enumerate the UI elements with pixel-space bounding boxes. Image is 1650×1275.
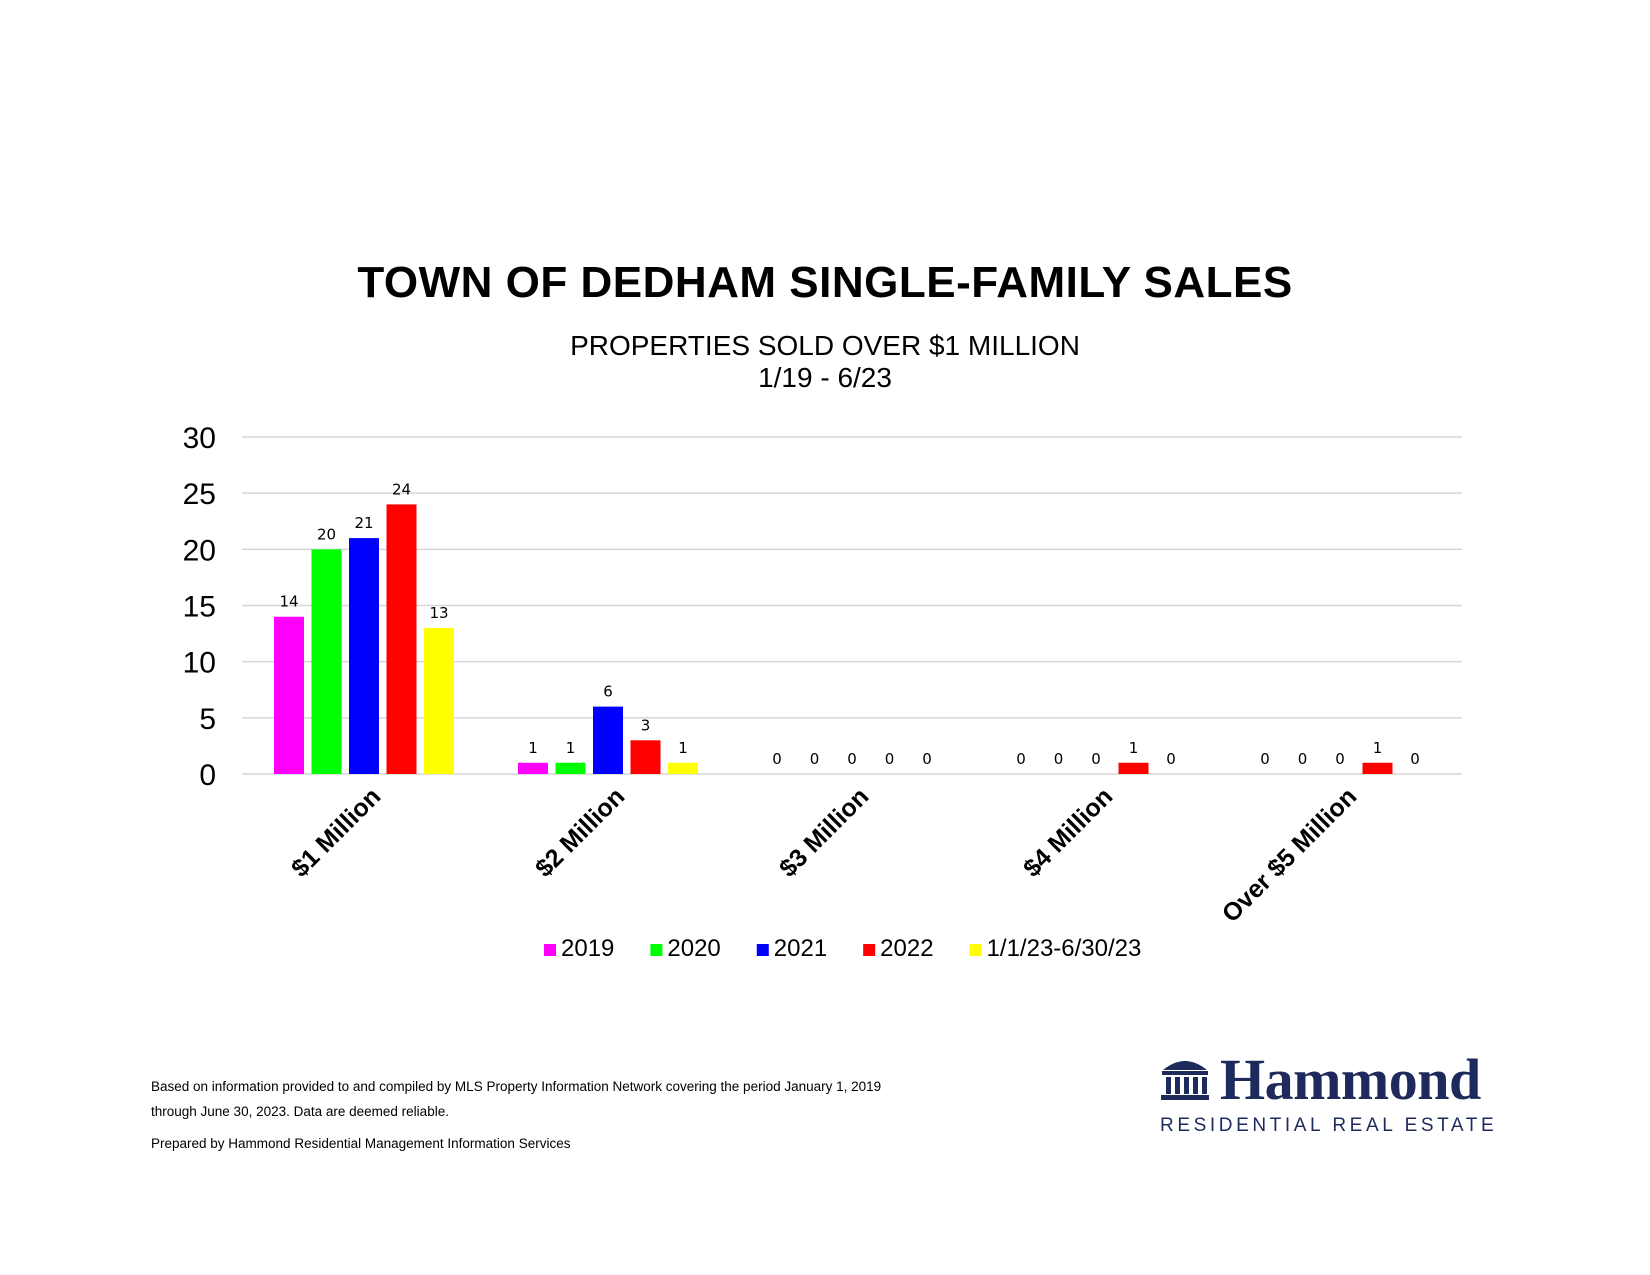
bar [630,740,661,774]
data-label: 0 [922,750,932,768]
data-label: 20 [317,525,336,543]
bar [349,538,379,774]
chart-subtitle: PROPERTIES SOLD OVER $1 MILLION 1/19 - 6… [0,330,1650,394]
hammond-logo: Hammond RESIDENTIAL REAL ESTATE [1160,1047,1494,1136]
data-label: 1 [566,739,576,757]
data-label: 0 [1410,750,1420,768]
bar [311,549,342,774]
y-tick-label: 25 [183,478,216,511]
bar [1362,762,1393,774]
data-label: 0 [885,750,895,768]
x-tick-label: $1 Million [286,782,386,882]
data-labels: 14 20 21 24 13 1 1 6 3 1 0 0 0 0 0 0 0 0 1 0 0 0 0 1 0 [279,480,1419,768]
legend-swatch [650,944,663,956]
footnote-line-2: through June 30, 2023. Data are deemed r… [151,1104,449,1119]
y-tick-label: 0 [199,759,216,792]
bar [668,762,698,774]
bars [274,504,1393,774]
x-tick-label: $4 Million [1018,782,1118,882]
bar [593,706,623,774]
y-tick-label: 10 [183,647,216,680]
legend-label: 2022 [880,935,933,962]
y-tick-label: 20 [183,534,216,567]
data-label: 0 [1298,750,1308,768]
bar [555,762,586,774]
y-tick-label: 30 [183,422,216,455]
y-tick-label: 15 [183,591,216,624]
bar [1118,762,1149,774]
data-label: 13 [429,604,448,622]
legend-label: 2021 [774,935,827,962]
data-label: 1 [678,739,688,757]
data-label: 1 [1129,739,1139,757]
footnote-line-1: Based on information provided to and com… [151,1079,882,1094]
data-label: 6 [603,683,613,701]
data-label: 0 [1335,750,1345,768]
data-label: 21 [354,514,373,532]
subtitle-line-2: 1/19 - 6/23 [758,362,892,393]
x-tick-label: Over $5 Million [1217,782,1363,928]
subtitle-line-1: PROPERTIES SOLD OVER $1 MILLION [570,330,1080,361]
x-tick-label: $2 Million [530,782,630,882]
data-label: 0 [847,750,857,768]
legend-label: 2019 [561,935,614,962]
data-label: 0 [1054,750,1064,768]
footnote-line-3: Prepared by Hammond Residential Manageme… [151,1136,571,1151]
data-label: 24 [392,480,411,498]
x-axis-tick-labels: $1 Million $2 Million $3 Million $4 Million… [286,782,1362,928]
legend: 2019 2020 2021 2022 1/1/23-6/30/23 [544,935,1141,962]
legend-swatch [969,944,982,956]
y-tick-label: 5 [199,703,216,736]
bar [424,627,454,774]
data-label: 14 [279,593,298,611]
data-label: 0 [1166,750,1176,768]
building-columns-icon [1161,1061,1209,1100]
data-label: 0 [772,750,782,768]
legend-swatch [544,944,556,956]
data-label: 0 [1016,750,1026,768]
chart-title: TOWN OF DEDHAM SINGLE-FAMILY SALES [357,258,1293,307]
legend-swatch [756,944,769,956]
logo-tagline: RESIDENTIAL REAL ESTATE [1160,1115,1498,1136]
data-label: 3 [641,716,651,734]
legend-label: 1/1/23-6/30/23 [987,935,1142,962]
data-label: 1 [528,739,538,757]
legend-label: 2020 [667,935,720,962]
bar [518,762,548,774]
bar [274,616,304,774]
legend-swatch [863,944,876,956]
data-label: 0 [810,750,820,768]
data-label: 0 [1260,750,1270,768]
bar [386,504,417,774]
x-tick-label: $3 Million [774,782,874,882]
y-axis-tick-labels: 0 5 10 15 20 25 30 [183,422,216,792]
data-label: 1 [1373,739,1383,757]
data-label: 0 [1091,750,1101,768]
logo-name: Hammond [1220,1047,1481,1112]
